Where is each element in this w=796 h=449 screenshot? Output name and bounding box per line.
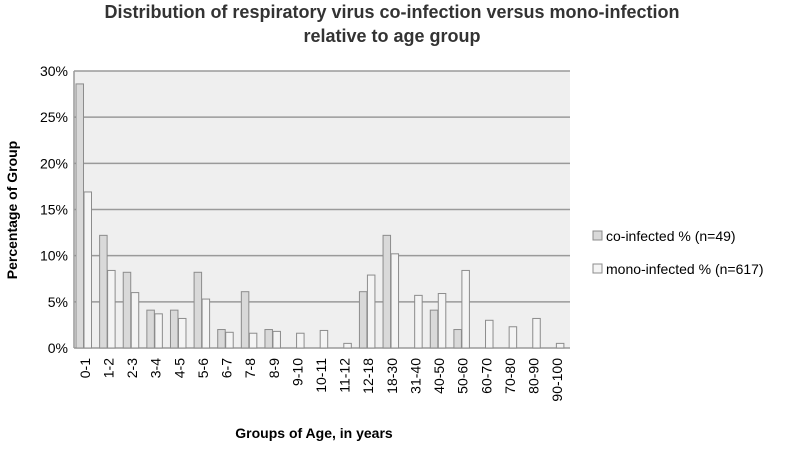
bar-mono-infected-11-12 [343,342,352,349]
plot-area [73,70,570,349]
chart-title-line-2: relative to age group [303,26,480,46]
chart-title-line-1: Distribution of respiratory virus co-inf… [104,2,679,22]
x-tick-label: 4-5 [171,358,187,378]
bar-mono-infected-1-2 [107,269,116,349]
x-tick-label: 11-12 [337,358,353,393]
x-axis-title: Groups of Age, in years [235,425,393,441]
y-tick-label: 25% [40,109,68,125]
x-tick-label: 70-80 [502,358,518,394]
bar-co-infected-2-3 [122,271,132,349]
bar-mono-infected-0-1 [83,191,92,349]
x-tick-label: 31-40 [407,358,423,394]
bar-co-infected-50-60 [453,329,462,349]
bar-co-infected-12-18 [358,291,368,349]
bar-mono-infected-12-18 [366,274,376,349]
x-tick-label: 3-4 [148,358,164,378]
x-tick-label: 1-2 [100,358,116,378]
bar-co-infected-40-50 [429,309,439,349]
x-tick-label: 6-7 [219,358,235,378]
bar-mono-infected-5-6 [201,298,211,349]
y-axis-title: Percentage of Group [4,141,20,279]
bar-mono-infected-8-9 [272,330,281,349]
bar-mono-infected-50-60 [461,269,470,349]
bar-co-infected-0-1 [75,83,84,349]
x-axis-ticks: 0-1 1-2 2-3 3-4 4-5 5-6 6-7 7-8 8-9 9-10 10-11 11-1… [77,358,565,402]
y-tick-label: 20% [40,155,68,171]
legend-label: co-infected % (n=49) [606,228,736,244]
bar-mono-infected-4-5 [177,317,187,349]
bar-mono-infected-18-30 [390,253,400,349]
bar-co-infected-6-7 [217,329,226,349]
x-tick-label: 12-18 [360,358,376,394]
bar-co-infected-18-30 [382,234,392,349]
legend-swatch [592,263,603,274]
x-tick-label: 60-70 [478,358,494,394]
x-tick-label: 18-30 [384,358,400,394]
bar-mono-infected-31-40 [414,294,423,349]
x-tick-label: 80-90 [526,358,542,394]
bar-co-infected-4-5 [169,309,179,349]
legend-label: mono-infected % (n=617) [606,261,764,277]
bar-mono-infected-70-80 [508,326,518,349]
x-tick-label: 8-9 [266,358,282,378]
bar-mono-infected-2-3 [130,292,140,349]
bar-mono-infected-80-90 [532,317,541,349]
x-tick-label: 2-3 [124,358,140,378]
y-tick-label: 0% [48,340,68,356]
x-tick-label: 40-50 [431,358,447,394]
bar-co-infected-3-4 [146,309,155,349]
bar-mono-infected-3-4 [154,313,163,349]
y-axis-ticks: 0% 5% 10% 15% 20% 25% 30% [40,63,68,356]
legend-swatch [592,230,603,241]
bar-mono-infected-60-70 [485,319,494,349]
bar-co-infected-8-9 [264,329,273,349]
bar-co-infected-7-8 [240,291,250,349]
x-tick-label: 7-8 [242,358,258,378]
bar-mono-infected-6-7 [225,331,234,349]
bar-mono-infected-9-10 [296,332,305,349]
y-tick-label: 5% [48,294,68,310]
bar-co-infected-5-6 [193,271,203,349]
bar-co-infected-1-2 [99,234,108,349]
x-tick-label: 0-1 [77,358,93,378]
y-tick-label: 10% [40,248,68,264]
legend: co-infected % (n=49) mono-infected % (n=6… [592,228,764,277]
bar-mono-infected-40-50 [437,293,447,349]
x-tick-label: 5-6 [195,358,211,378]
bar-mono-infected-10-11 [319,329,329,349]
bar-mono-infected-90-100 [555,342,565,349]
x-tick-label: 10-11 [313,358,329,393]
x-tick-label: 9-10 [289,358,305,386]
x-tick-label: 50-60 [455,358,471,394]
y-tick-label: 15% [40,202,68,218]
x-tick-label: 90-100 [549,358,565,402]
y-tick-label: 30% [40,63,68,79]
bar-mono-infected-7-8 [248,332,258,349]
